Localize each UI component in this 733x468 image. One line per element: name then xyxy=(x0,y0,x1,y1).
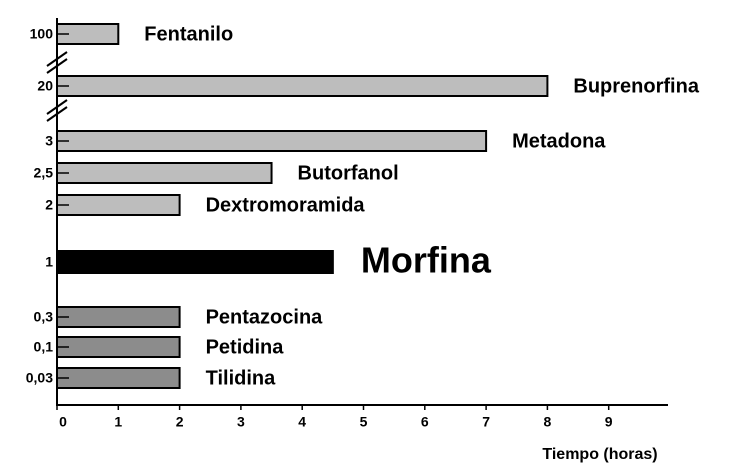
y-tick-label: 100 xyxy=(30,26,54,42)
x-tick-label: 4 xyxy=(298,414,306,430)
x-tick-label: 2 xyxy=(176,414,184,430)
bar xyxy=(56,130,488,152)
bar xyxy=(56,306,181,328)
bar-name: Butorfanol xyxy=(298,162,399,184)
y-tick-label: 3 xyxy=(45,133,53,149)
bar-name: Fentanilo xyxy=(144,23,233,45)
bar-name: Dextromoramida xyxy=(206,194,366,216)
y-tick-label: 0,03 xyxy=(26,370,53,386)
bar xyxy=(56,162,273,184)
y-tick-label: 2 xyxy=(45,197,53,213)
bar-name: Tilidina xyxy=(206,367,277,389)
y-tick-label: 0,1 xyxy=(34,339,54,355)
y-tick-label: 2,5 xyxy=(34,165,54,181)
bar-name: Petidina xyxy=(206,336,285,358)
y-tick-label: 0,3 xyxy=(34,309,54,325)
x-tick-label: 9 xyxy=(605,414,613,430)
y-tick-label: 1 xyxy=(45,254,53,270)
x-tick-label: 8 xyxy=(544,414,552,430)
bar-name: Metadona xyxy=(512,130,606,152)
x-tick-label: 6 xyxy=(421,414,429,430)
bar xyxy=(56,194,181,216)
axis-break xyxy=(46,51,68,122)
bar-name: Pentazocina xyxy=(206,306,324,328)
x-tick-label: 7 xyxy=(482,414,490,430)
bar xyxy=(56,75,549,97)
x-tick-label: 5 xyxy=(360,414,368,430)
x-tick-label: 0 xyxy=(59,414,67,430)
y-tick-label: 20 xyxy=(37,78,53,94)
x-tick-label: 1 xyxy=(114,414,122,430)
x-tick-label: 3 xyxy=(237,414,245,430)
bar-name: Morfina xyxy=(361,240,492,281)
bar xyxy=(56,250,334,274)
bar-name: Buprenorfina xyxy=(573,75,699,97)
bar xyxy=(56,367,181,389)
bar xyxy=(56,336,181,358)
x-axis-label: Tiempo (horas) xyxy=(542,446,657,463)
